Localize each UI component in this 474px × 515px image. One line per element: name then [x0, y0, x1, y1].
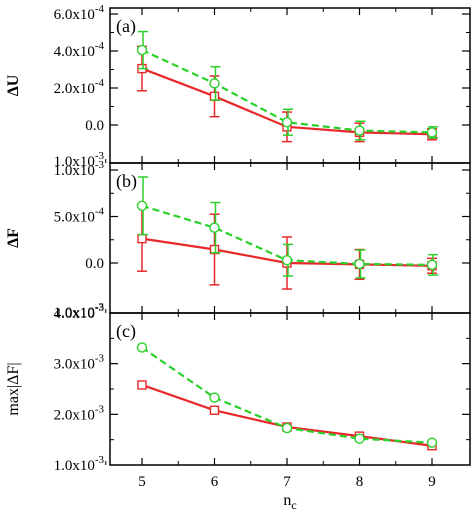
- y-tick-label: 0.0: [85, 118, 104, 134]
- data-point-circle: [281, 255, 293, 266]
- panel-frame: [109, 7, 471, 164]
- data-point-circle: [354, 125, 365, 136]
- y-tick-label: 6.0x10-4: [54, 3, 105, 23]
- y-tick-mantissa: 6.0x10: [54, 7, 95, 23]
- panel-3: 4.0x10-33.0x10-32.0x10-31.0x10-3(c)max|Δ…: [5, 302, 471, 474]
- data-point-circle: [209, 392, 220, 403]
- x-axis-title-main: n: [283, 492, 291, 509]
- series-line: [141, 383, 433, 447]
- boundary-tick-label: 1.0x10-3: [54, 301, 105, 321]
- panel-label: (c): [116, 321, 136, 342]
- y-tick-label: 1.0x10-3: [54, 159, 105, 179]
- y-tick-label: 1.0x10-3: [54, 454, 105, 474]
- y-tick-label: 0.0: [85, 256, 104, 272]
- panel-label: (b): [116, 171, 137, 192]
- data-point-circle: [136, 44, 148, 56]
- data-point-circle: [136, 342, 148, 353]
- y-tick-label: 2.0x10-4: [54, 77, 105, 97]
- y-axis-title: ΔU: [5, 74, 22, 96]
- y-tick-exponent: -3: [95, 302, 105, 314]
- y-tick-exponent: -4: [95, 206, 105, 218]
- y-tick-label: 2.0x10-3: [54, 403, 105, 423]
- y-tick-mantissa: 5.0x10: [54, 210, 95, 226]
- y-tick-mantissa: 1.0x10: [54, 458, 95, 474]
- data-point-circle: [136, 200, 148, 212]
- boundary-tick-mantissa: 1.0x10: [54, 154, 95, 170]
- y-tick-label: 5.0x10-4: [54, 206, 105, 226]
- data-point-circle: [426, 437, 438, 448]
- x-tick-label: 7: [283, 474, 291, 490]
- y-tick-label: 3.0x10-3: [54, 353, 105, 373]
- data-point-circle: [426, 259, 438, 271]
- y-tick-label: 4.0x10-4: [54, 40, 105, 60]
- panel-frame: [109, 312, 471, 466]
- y-tick-exponent: -3: [95, 403, 105, 415]
- data-point-square: [209, 405, 220, 415]
- y-axis-title: ΔF: [5, 228, 22, 248]
- panel-label: (a): [116, 16, 136, 37]
- data-point-circle: [209, 78, 220, 89]
- data-point-circle: [281, 117, 293, 128]
- y-tick-mantissa: 2.0x10: [54, 81, 95, 97]
- x-tick-label: 6: [211, 474, 219, 490]
- y-tick-mantissa: 2.0x10: [54, 407, 95, 423]
- series-green-circles: [136, 342, 438, 448]
- data-point-circle: [354, 258, 365, 270]
- panel-2: 1.0x10-35.0x10-40.0(b)ΔF: [5, 159, 471, 314]
- y-tick-mantissa: 3.0x10: [54, 357, 95, 373]
- series-green-circles: [136, 176, 438, 279]
- y-tick-exponent: -4: [95, 40, 105, 52]
- data-point-circle: [281, 422, 293, 434]
- y-tick-label: 4.0x10-3: [54, 302, 105, 322]
- y-tick-mantissa: 4.0x10: [54, 44, 95, 60]
- y-tick-mantissa: 4.0x10: [54, 306, 95, 322]
- y-tick-mantissa: 0.0: [85, 118, 104, 134]
- data-point-square: [209, 91, 220, 102]
- boundary-tick-mantissa: 1.0x10: [54, 305, 95, 321]
- data-point-square: [137, 380, 147, 390]
- panel-1: 6.0x10-44.0x10-42.0x10-40.0(a)ΔU: [5, 3, 471, 164]
- series-green-circles: [136, 30, 438, 141]
- data-point-circle: [426, 127, 438, 138]
- series-red-squares: [137, 380, 437, 451]
- x-tick-label: 8: [356, 474, 364, 490]
- y-tick-mantissa: 0.0: [85, 256, 104, 272]
- y-tick-exponent: -4: [95, 3, 105, 15]
- x-tick-label: 5: [138, 474, 146, 490]
- y-tick-exponent: -3: [95, 454, 105, 466]
- data-point-square: [137, 233, 147, 244]
- x-axis-title: nc: [283, 492, 296, 512]
- boundary-tick-label: 1.0x10-3: [54, 150, 105, 170]
- y-tick-exponent: -3: [95, 159, 105, 171]
- boundary-tick-exponent: -3: [95, 301, 105, 313]
- y-tick-mantissa: 1.0x10: [54, 163, 95, 179]
- boundary-tick-exponent: -3: [95, 150, 105, 162]
- x-axis-title-subscript: c: [291, 498, 296, 512]
- data-point-circle: [354, 433, 365, 444]
- y-axis-title: max|ΔF|: [5, 362, 22, 415]
- x-tick-label: 9: [428, 474, 436, 490]
- data-point-circle: [209, 222, 220, 233]
- panel-frame: [109, 162, 471, 314]
- y-tick-exponent: -4: [95, 77, 105, 89]
- y-tick-exponent: -3: [95, 353, 105, 365]
- series-line: [141, 49, 433, 134]
